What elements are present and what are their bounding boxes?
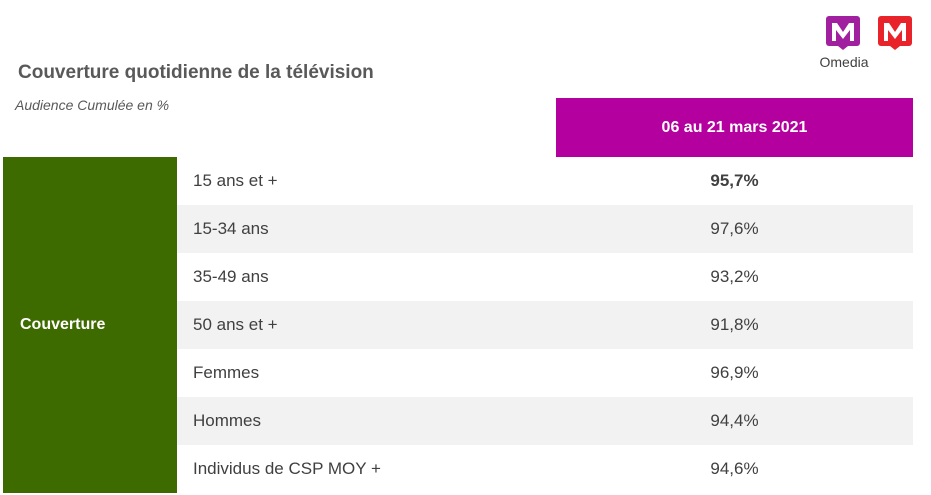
table-row: Hommes 94,4% [177, 397, 913, 445]
row-label: 35-49 ans [193, 267, 269, 286]
page-subtitle: Audience Cumulée en % [15, 97, 170, 113]
table-body: 15 ans et + 95,7% 15-34 ans 97,6% 35-49 ans 9… [177, 157, 913, 493]
column-header: 06 au 21 mars 2021 [556, 98, 913, 157]
row-label: 15 ans et + [193, 171, 278, 190]
row-value: 94,6% [710, 459, 759, 478]
table-row: 15 ans et + 95,7% [177, 157, 913, 205]
row-label: Femmes [193, 363, 260, 382]
row-value: 93,2% [710, 267, 759, 286]
row-label: 15-34 ans [193, 219, 269, 238]
brand-name: Omedia [819, 54, 869, 70]
group-label: Couverture [3, 157, 177, 493]
row-value: 91,8% [710, 315, 759, 334]
row-value: 95,7% [710, 171, 759, 190]
logo-m-red-icon [878, 16, 912, 50]
brand-logo: Omedia [819, 16, 916, 76]
row-value: 97,6% [710, 219, 759, 238]
logo-m-purple-icon [826, 16, 860, 50]
table-row: Individus de CSP MOY + 94,6% [177, 445, 913, 493]
row-value: 94,4% [710, 411, 759, 430]
table-row: 50 ans et + 91,8% [177, 301, 913, 349]
table-row: Femmes 96,9% [177, 349, 913, 397]
page-title: Couverture quotidienne de la télévision [18, 62, 374, 83]
table-row: 35-49 ans 93,2% [177, 253, 913, 301]
table-row: 15-34 ans 97,6% [177, 205, 913, 253]
row-label: 50 ans et + [193, 315, 278, 334]
row-value: 96,9% [710, 363, 759, 382]
row-label: Hommes [193, 411, 262, 430]
row-label: Individus de CSP MOY + [193, 459, 381, 478]
